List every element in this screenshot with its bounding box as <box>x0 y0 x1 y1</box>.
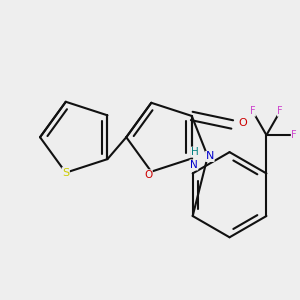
Text: N: N <box>206 152 214 161</box>
Text: N: N <box>190 160 198 170</box>
Text: O: O <box>238 118 247 128</box>
Text: H: H <box>191 147 199 157</box>
Text: F: F <box>250 106 255 116</box>
Text: S: S <box>62 168 69 178</box>
Text: O: O <box>144 170 152 180</box>
Text: F: F <box>291 130 297 140</box>
Text: F: F <box>278 106 283 116</box>
